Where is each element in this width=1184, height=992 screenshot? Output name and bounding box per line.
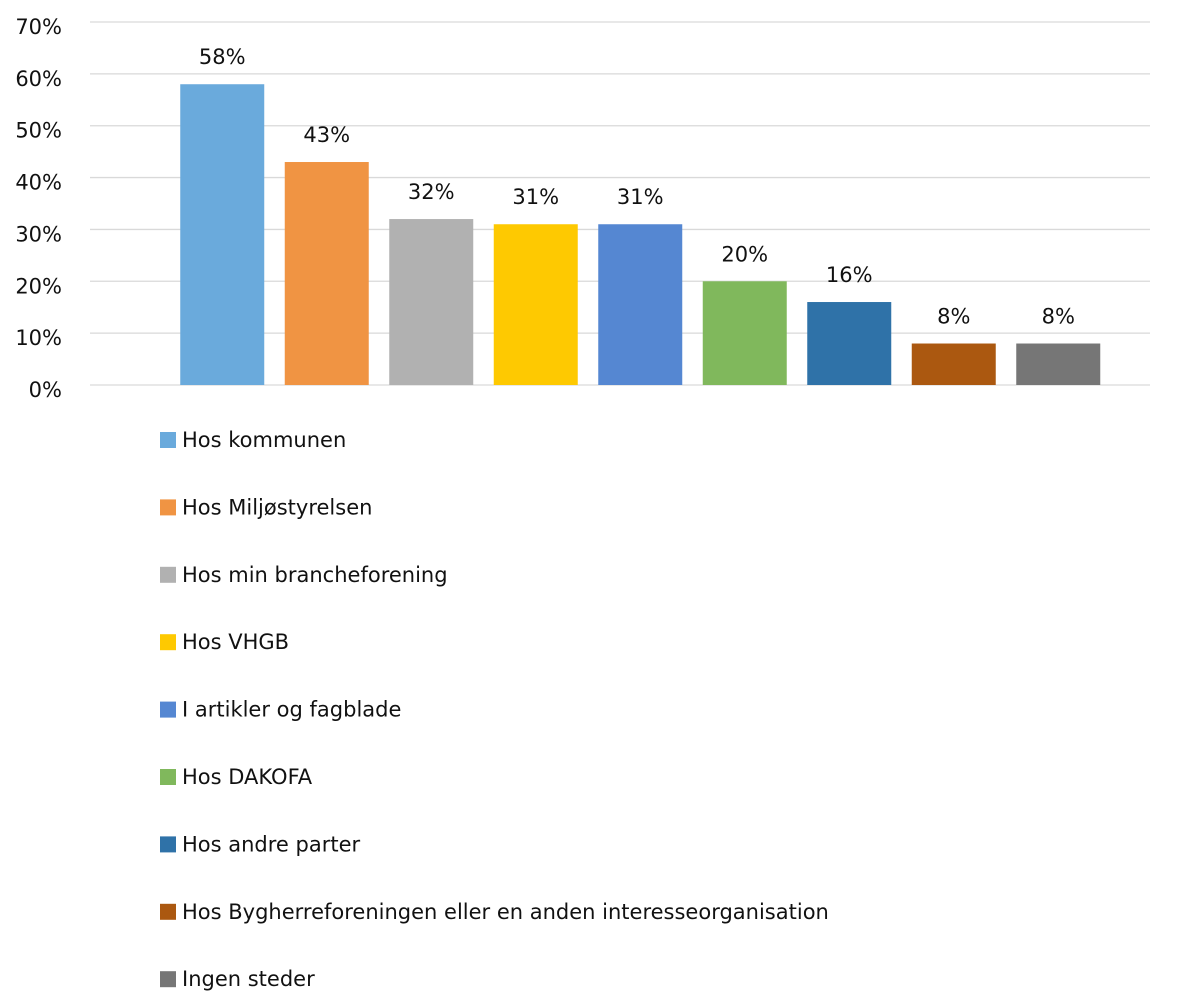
legend-swatch — [160, 432, 176, 448]
legend-label: Hos kommunen — [182, 428, 346, 452]
bar — [911, 343, 996, 385]
bar — [180, 84, 265, 385]
legend-label: Hos andre parter — [182, 832, 361, 856]
y-tick-label: 40% — [15, 171, 62, 195]
legend-label: I artikler og fagblade — [182, 698, 401, 722]
y-tick-label: 50% — [15, 119, 62, 143]
legend-label: Hos VHGB — [182, 630, 289, 654]
y-tick-label: 70% — [15, 15, 62, 39]
legend-swatch — [160, 566, 176, 583]
data-label: 8% — [937, 305, 970, 329]
data-label: 32% — [408, 180, 455, 204]
data-label: 31% — [617, 185, 664, 209]
y-tick-label: 20% — [15, 274, 62, 298]
bar — [284, 162, 369, 385]
legend-label: Ingen steder — [182, 967, 315, 991]
legend-swatch — [160, 836, 176, 853]
legend-swatch — [160, 971, 176, 988]
y-tick-label: 0% — [29, 378, 62, 402]
legend-swatch — [160, 499, 176, 516]
y-tick-label: 30% — [15, 222, 62, 246]
data-label: 43% — [303, 123, 350, 147]
legend-label: Hos Bygherreforeningen eller en anden in… — [182, 900, 829, 924]
data-label: 8% — [1042, 305, 1075, 329]
y-tick-label: 60% — [15, 67, 62, 91]
bar — [389, 219, 474, 385]
y-tick-label: 10% — [15, 326, 62, 350]
legend-swatch — [160, 701, 176, 718]
legend-swatch — [160, 903, 176, 920]
data-label: 20% — [721, 242, 768, 266]
bar — [807, 302, 892, 385]
bar — [598, 224, 683, 385]
data-label: 31% — [512, 185, 559, 209]
legend-label: Hos min brancheforening — [182, 563, 448, 587]
legend-label: Hos Miljøstyrelsen — [182, 495, 372, 519]
bar — [1016, 343, 1101, 385]
data-label: 16% — [826, 263, 873, 287]
bar — [702, 281, 787, 385]
legend-swatch — [160, 634, 176, 651]
legend-swatch — [160, 769, 176, 785]
legend-label: Hos DAKOFA — [182, 765, 313, 789]
bar — [493, 224, 578, 385]
data-label: 58% — [199, 45, 246, 69]
